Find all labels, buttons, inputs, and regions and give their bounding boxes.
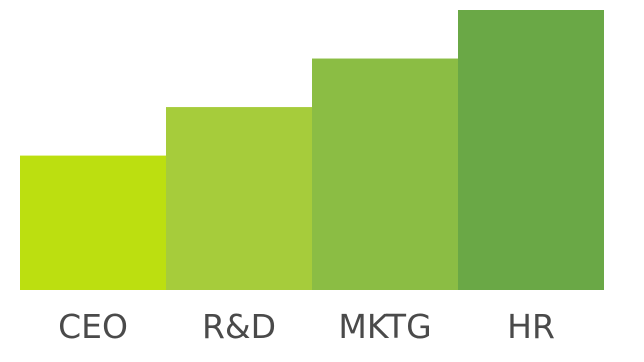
bar-r-d — [166, 107, 312, 290]
category-label: HR — [507, 307, 555, 346]
bar-ceo — [20, 155, 166, 290]
category-labels: CEO R&D MKTG HR — [58, 307, 555, 346]
category-label: R&D — [202, 307, 276, 346]
category-label: MKTG — [338, 307, 431, 346]
bar-hr — [458, 10, 604, 290]
category-label: CEO — [58, 307, 128, 346]
bars-group — [20, 10, 604, 291]
bar-mktg — [312, 58, 458, 291]
